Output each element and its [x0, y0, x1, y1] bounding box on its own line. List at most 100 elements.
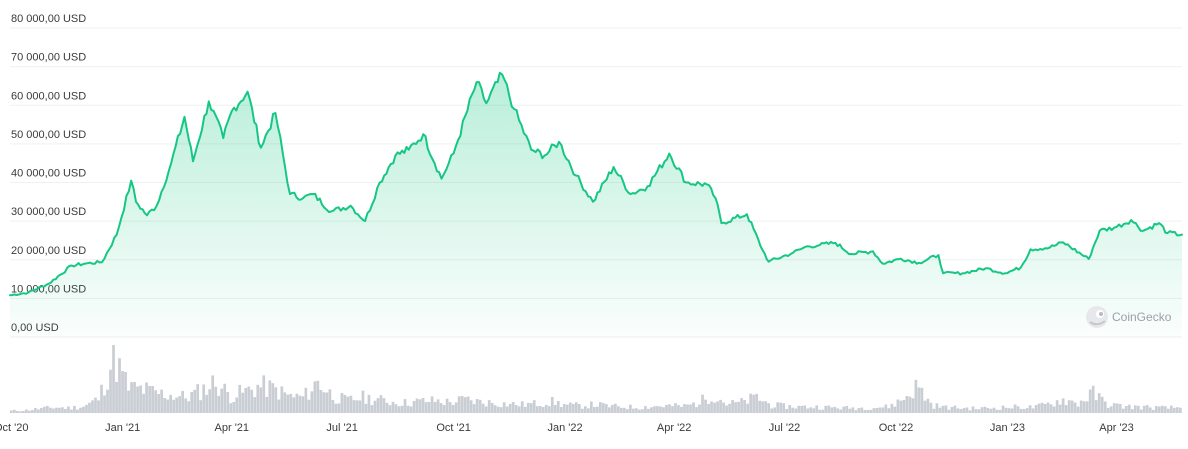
volume-bar [343, 394, 347, 413]
volume-bar [181, 390, 184, 413]
volume-bar [379, 395, 383, 413]
y-tick-label: 30 000,00 USD [11, 206, 86, 218]
volume-bar [938, 407, 942, 413]
volume-bar [202, 384, 206, 413]
volume-bar [974, 409, 978, 413]
volume-bar [749, 393, 752, 413]
volume-bar [1130, 409, 1134, 413]
volume-bar [899, 400, 903, 413]
volume-bar [403, 399, 407, 413]
volume-bar [25, 409, 28, 413]
volume-bar [313, 381, 317, 413]
volume-bar [686, 404, 689, 413]
volume-bar [436, 399, 440, 413]
volume-bar [758, 400, 761, 413]
volume-bar [28, 410, 31, 413]
volume-bar [1046, 402, 1050, 413]
volume-bar [214, 386, 218, 413]
volume-bar [1160, 405, 1164, 413]
volume-bar [1127, 404, 1131, 413]
volume-bar [1079, 400, 1083, 413]
volume-bar [824, 405, 828, 413]
volume-bar [797, 405, 801, 413]
x-axis-tick-labels: Oct '20 Jan '21 Apr '21 Jul '21 Oct '21 Jan '… [0, 422, 1134, 434]
volume-bar [1118, 404, 1122, 413]
volume-bar [586, 408, 590, 413]
volume-bar [277, 399, 281, 413]
volume-bar [76, 409, 79, 413]
volume-bar [589, 401, 593, 413]
volume-bar [860, 407, 864, 413]
gecko-logo-icon [1086, 306, 1108, 328]
volume-bar [169, 394, 172, 413]
volume-bar [731, 400, 734, 413]
volume-bar [268, 380, 272, 413]
volume-bar [430, 396, 434, 413]
volume-bar [481, 403, 485, 413]
volume-bar [442, 405, 446, 413]
volume-bar [704, 399, 707, 413]
volume-bar [836, 408, 840, 413]
volume-bar [319, 389, 323, 413]
volume-bar [208, 389, 212, 413]
volume-bar [559, 407, 563, 413]
volume-bar [448, 402, 452, 413]
volume-bar [779, 402, 783, 413]
volume-bar [752, 394, 755, 413]
y-tick-label: 70 000,00 USD [11, 52, 86, 64]
volume-bar [340, 393, 344, 413]
volume-bar [773, 407, 776, 413]
volume-bar [992, 407, 996, 413]
volume-bar [409, 406, 413, 413]
volume-bar [878, 407, 882, 413]
volume-bar [959, 409, 963, 413]
volume-bar [244, 387, 248, 413]
y-tick-label: 40 000,00 USD [11, 168, 86, 180]
volume-bar [1007, 408, 1011, 413]
volume-bar [490, 402, 494, 413]
volume-bar [674, 403, 677, 413]
volume-bar [1049, 404, 1053, 413]
volume-bar [43, 406, 46, 413]
volume-bar [406, 405, 410, 413]
volume-bar [253, 397, 257, 413]
volume-bar [932, 408, 936, 413]
volume-bar [52, 408, 55, 413]
volume-bar [1157, 406, 1161, 413]
volume-bar [193, 389, 197, 413]
volume-bar [1085, 401, 1089, 413]
volume-bar [163, 397, 166, 413]
volume-bar [550, 397, 554, 413]
volume-bar [1040, 402, 1044, 413]
x-tick-label: Oct '22 [879, 422, 914, 434]
volume-bar [935, 403, 939, 413]
volume-bar [316, 380, 320, 413]
volume-bar [887, 408, 891, 413]
volume-bar [151, 386, 154, 413]
volume-bar [623, 407, 626, 413]
volume-bar [1058, 404, 1062, 413]
volume-bar [175, 397, 178, 413]
volume-bar [289, 393, 293, 413]
volume-bar [842, 406, 846, 413]
volume-bar [950, 406, 954, 413]
volume-bar [668, 404, 671, 413]
volume-bar [740, 398, 743, 413]
volume-bar [310, 391, 314, 413]
volume-bar [1064, 405, 1068, 413]
volume-bar [665, 404, 668, 413]
volume-bar [427, 401, 431, 413]
volume-bar [247, 386, 251, 413]
volume-bar [10, 410, 13, 413]
volume-bar [1148, 407, 1152, 413]
volume-bar [352, 400, 356, 413]
volume-bar [629, 404, 632, 413]
volume-bar [22, 410, 25, 413]
volume-bar [746, 403, 749, 413]
volume-bar [274, 387, 278, 413]
volume-bar [160, 389, 163, 413]
volume-bar [1082, 401, 1086, 413]
volume-bar [926, 398, 930, 413]
volume-bar [980, 407, 984, 413]
volume-bar [136, 386, 139, 413]
